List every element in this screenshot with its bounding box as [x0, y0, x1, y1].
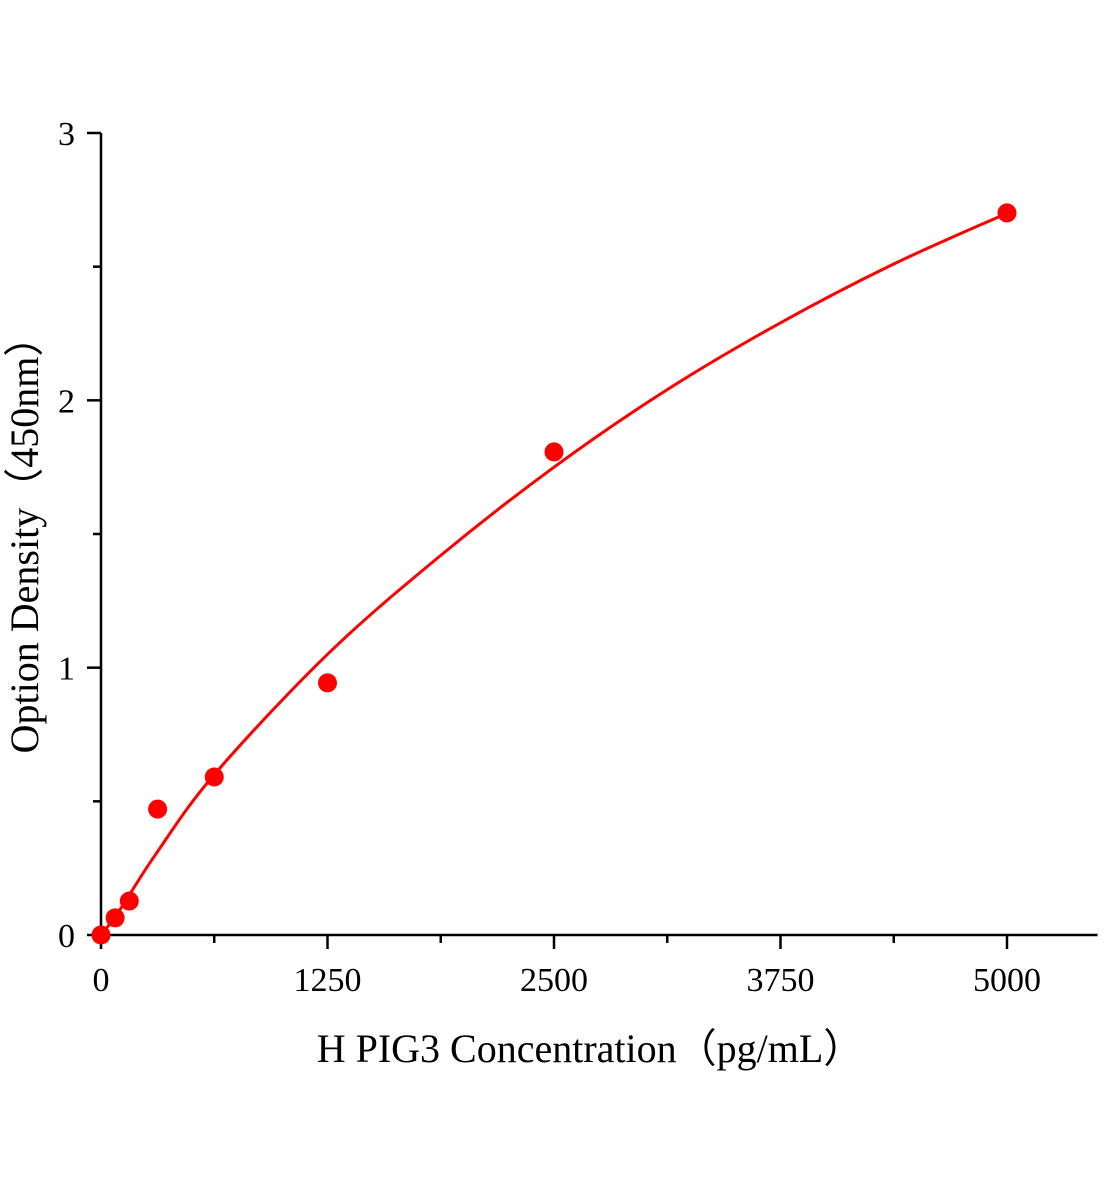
data-point — [91, 925, 111, 945]
y-axis-label: Option Density（450nm） — [2, 317, 47, 754]
x-tick-label: 0 — [93, 962, 110, 999]
y-tick-label: 3 — [58, 116, 75, 153]
x-tick-label: 1250 — [294, 962, 362, 999]
data-points — [91, 203, 1017, 945]
y-tick-label: 1 — [58, 651, 75, 688]
data-point — [997, 203, 1017, 223]
fit-curve — [99, 211, 1008, 936]
x-tick-label: 3750 — [747, 962, 815, 999]
data-point — [105, 908, 125, 928]
axes: 0 1250 2500 3750 5000 0 1 2 3 — [58, 116, 1098, 999]
x-tick-label: 2500 — [520, 962, 588, 999]
y-tick-label: 0 — [58, 918, 75, 955]
data-point — [318, 673, 337, 693]
data-point — [148, 799, 168, 819]
data-point — [119, 891, 139, 911]
data-point — [544, 442, 564, 462]
x-axis-label: H PIG3 Concentration（pg/mL） — [317, 1026, 864, 1071]
x-tick-label: 5000 — [973, 962, 1041, 999]
y-tick-label: 2 — [58, 383, 75, 420]
data-point — [204, 767, 224, 787]
